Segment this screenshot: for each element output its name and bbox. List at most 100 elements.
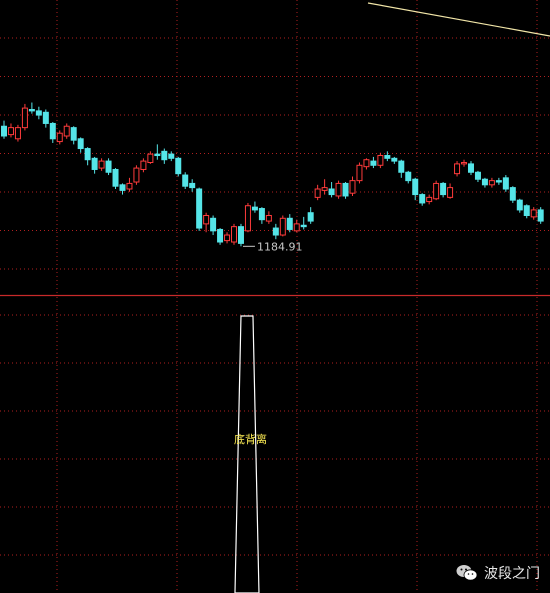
candle xyxy=(1,120,7,139)
candle xyxy=(363,158,370,170)
candle-body xyxy=(105,160,112,173)
candle-body xyxy=(49,122,56,140)
candle-body xyxy=(161,150,168,161)
candle-body xyxy=(328,188,335,196)
candle xyxy=(224,232,231,244)
candle-body xyxy=(412,178,419,196)
candle xyxy=(154,144,161,160)
candle-body xyxy=(454,163,461,175)
candle-body xyxy=(244,205,251,232)
candle xyxy=(419,193,426,206)
candle-body xyxy=(516,199,523,211)
candle xyxy=(454,161,461,177)
candle-body xyxy=(440,182,447,196)
candle xyxy=(189,179,196,192)
candle-body xyxy=(398,160,405,173)
candle xyxy=(119,183,126,195)
candle xyxy=(21,103,28,131)
candle-body xyxy=(286,217,293,230)
candle xyxy=(217,228,224,245)
candle-body xyxy=(70,127,77,141)
candle-body xyxy=(182,174,189,187)
candle xyxy=(84,147,91,166)
signal-label: 底背离 xyxy=(234,432,267,446)
candle xyxy=(91,156,98,174)
candle-body xyxy=(140,160,147,170)
candle-body xyxy=(481,178,488,186)
candle xyxy=(251,201,258,213)
candle-body xyxy=(356,164,363,182)
candle-body xyxy=(189,182,196,189)
candle xyxy=(384,151,391,162)
candle xyxy=(272,223,279,240)
candle xyxy=(342,182,349,199)
watermark-text: 波段之门 xyxy=(484,566,540,582)
candle-body xyxy=(530,209,537,218)
candle xyxy=(433,180,440,201)
candle-body xyxy=(474,171,481,180)
candle-body xyxy=(168,153,175,159)
candle xyxy=(537,207,544,224)
candle xyxy=(49,122,56,143)
candle-body xyxy=(154,153,161,157)
candle xyxy=(370,156,377,169)
candle xyxy=(175,156,182,177)
candle xyxy=(265,211,272,224)
candle-body xyxy=(84,148,91,161)
indicator-series: 底背离 xyxy=(234,315,267,593)
candle-body xyxy=(426,196,433,203)
candle xyxy=(356,162,363,184)
candle-body xyxy=(210,217,217,232)
candle xyxy=(488,177,495,188)
candle-body xyxy=(224,234,231,242)
candle-body xyxy=(28,109,35,112)
candle-body xyxy=(231,226,238,243)
candle-body xyxy=(147,153,154,163)
candle-body xyxy=(175,157,182,175)
candle xyxy=(461,159,468,167)
candle xyxy=(447,183,454,199)
candle-body xyxy=(467,163,474,173)
candle-body xyxy=(335,182,342,197)
candle xyxy=(112,168,119,189)
candle-body xyxy=(91,157,98,170)
candle xyxy=(286,214,293,233)
candle xyxy=(426,194,433,205)
candle-body xyxy=(447,187,454,198)
candle-body xyxy=(14,127,21,140)
candle xyxy=(7,123,14,138)
candle-body xyxy=(523,205,530,217)
candle xyxy=(293,219,300,233)
candle xyxy=(70,126,77,145)
candle-body xyxy=(461,162,468,165)
candle xyxy=(237,223,244,247)
candle xyxy=(300,216,307,230)
candle xyxy=(474,170,481,183)
candle xyxy=(349,176,356,196)
candle xyxy=(133,165,140,185)
signal-bar xyxy=(234,315,260,593)
candle-body xyxy=(35,110,42,116)
candle-body xyxy=(279,217,286,236)
candle xyxy=(77,137,84,153)
low-price-marker: 1184.91 xyxy=(242,240,302,253)
candle-body xyxy=(251,206,258,211)
candle xyxy=(523,204,530,219)
candle xyxy=(481,177,488,188)
candle-body xyxy=(314,188,321,198)
candle-body xyxy=(203,215,210,225)
candlestick-series xyxy=(1,102,544,247)
candle-body xyxy=(363,159,370,168)
candle-body xyxy=(307,212,314,222)
candle xyxy=(63,123,70,139)
candle-body xyxy=(321,187,328,191)
candle xyxy=(391,156,398,164)
candle xyxy=(161,148,168,164)
candle xyxy=(467,161,474,176)
candle-body xyxy=(370,160,377,166)
candle-body xyxy=(126,182,133,190)
candle-body xyxy=(77,138,84,150)
candle xyxy=(377,152,384,169)
candle-body xyxy=(537,209,544,222)
